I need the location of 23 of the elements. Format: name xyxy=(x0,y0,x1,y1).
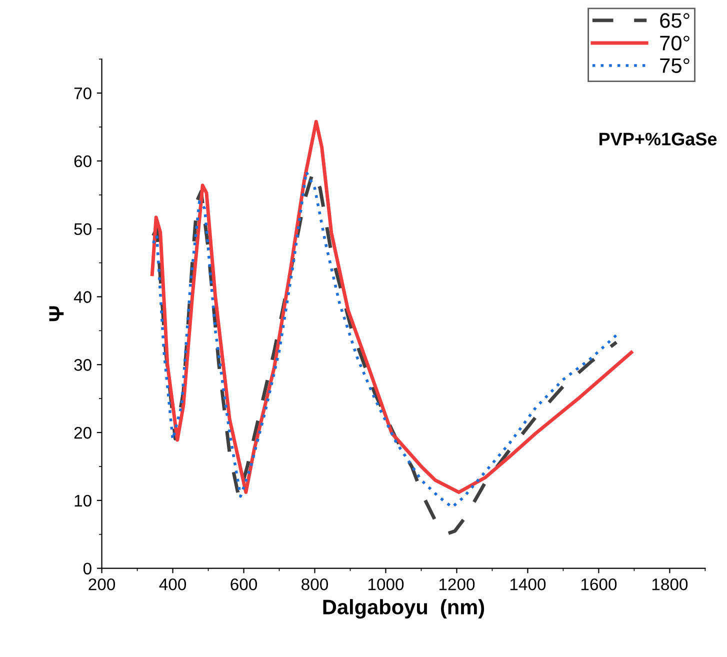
x-tick-label: 1000 xyxy=(368,578,404,590)
y-tick-label: 70 xyxy=(74,87,92,100)
y-tick-label: 40 xyxy=(74,291,92,303)
y-tick-label: 10 xyxy=(74,494,92,507)
y-tick-label: 50 xyxy=(74,223,92,236)
legend-label: 70° xyxy=(660,36,690,50)
legend-label: 65° xyxy=(660,13,690,28)
y-tick-label: 20 xyxy=(74,426,92,439)
x-tick-label: 1400 xyxy=(510,578,546,590)
x-tick-label: 1800 xyxy=(652,578,688,590)
annotation: PVP+%1GaSe xyxy=(600,132,717,146)
y-tick-label: 0 xyxy=(83,562,92,575)
x-tick-label: 600 xyxy=(230,578,258,590)
y-tick-label: 60 xyxy=(74,155,92,168)
x-axis-title: Dalgaboyu (nm) xyxy=(323,599,484,619)
x-tick-label: 800 xyxy=(302,578,328,590)
x-tick-label: 1200 xyxy=(439,578,475,590)
x-tick-label: 400 xyxy=(159,578,186,590)
x-tick-label: 1600 xyxy=(581,578,617,590)
y-tick-label: 30 xyxy=(74,359,92,371)
x-tick-label: 200 xyxy=(88,578,116,590)
legend-label: 75° xyxy=(660,58,690,74)
y-axis-title: Ψ xyxy=(49,306,64,322)
